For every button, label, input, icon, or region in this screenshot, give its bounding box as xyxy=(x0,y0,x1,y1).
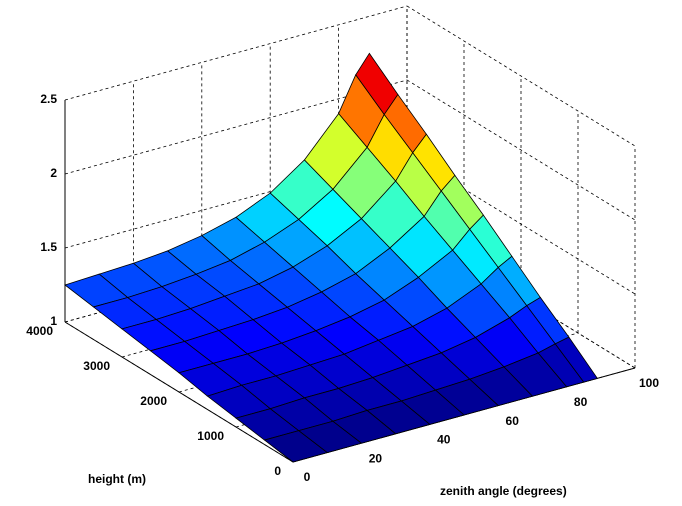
axis-line xyxy=(64,321,294,463)
z-tick-label: 1 xyxy=(50,314,57,328)
y-tick-label: 0 xyxy=(274,464,281,478)
x-tick-label: 20 xyxy=(369,451,383,465)
x-tick-label: 80 xyxy=(574,395,588,409)
y-tick-label: 4000 xyxy=(26,324,53,338)
grid-line xyxy=(64,5,408,101)
z-tick-label: 1.5 xyxy=(40,240,57,254)
grid-line xyxy=(406,5,636,147)
y-axis-label: height (m) xyxy=(88,472,146,486)
z-tick-label: 2 xyxy=(50,166,57,180)
x-tick-label: 0 xyxy=(304,470,311,484)
grid-line xyxy=(406,79,636,221)
y-tick-label: 3000 xyxy=(83,359,110,373)
x-tick-label: 60 xyxy=(506,414,520,428)
y-tick-label: 1000 xyxy=(197,429,224,443)
x-tick-label: 100 xyxy=(639,376,659,390)
x-axis-label: zenith angle (degrees) xyxy=(440,484,567,498)
z-tick-label: 2.5 xyxy=(40,92,57,106)
y-tick-label: 2000 xyxy=(140,394,167,408)
surface-patch xyxy=(263,430,329,463)
x-tick-label: 40 xyxy=(437,433,451,447)
